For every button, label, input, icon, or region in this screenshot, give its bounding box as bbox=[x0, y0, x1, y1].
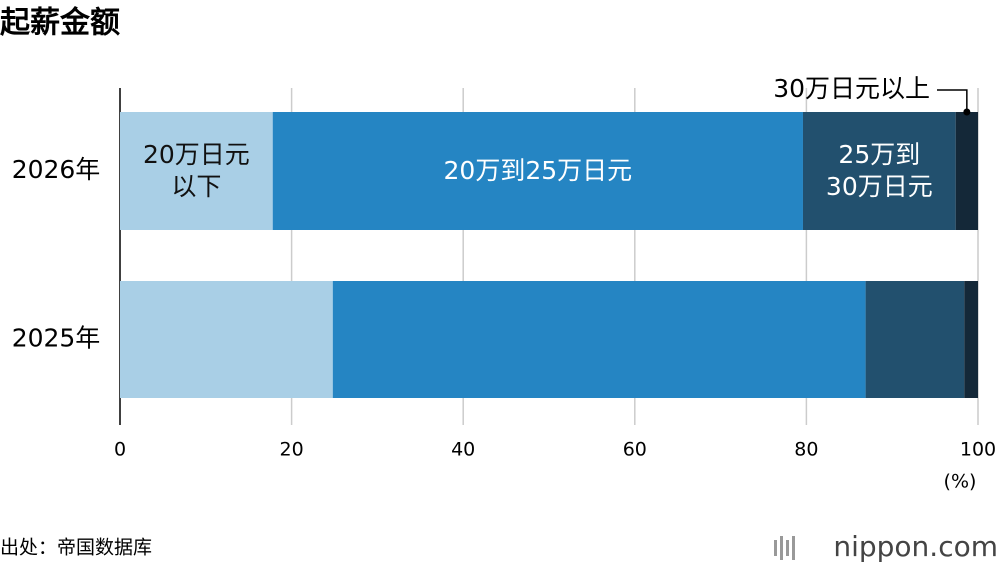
y-tick-label: 2025年 bbox=[12, 324, 101, 353]
segment-label: 25万到 30万日元 bbox=[825, 140, 933, 201]
x-tick-label: 0 bbox=[114, 439, 126, 461]
x-tick-label: 20 bbox=[280, 439, 304, 461]
x-unit: (%) bbox=[944, 471, 977, 493]
x-tick-label: 100 bbox=[960, 439, 996, 461]
bar-segment bbox=[272, 112, 803, 230]
bar-segment bbox=[802, 112, 956, 230]
segment-label: 20万到25万日元 bbox=[443, 156, 633, 185]
logo-bars bbox=[774, 536, 795, 560]
bar-segment bbox=[955, 112, 978, 230]
chart-title: 起薪金额 bbox=[0, 6, 120, 41]
source: 出处：帝国数据库 bbox=[0, 537, 152, 559]
leader-line bbox=[937, 89, 968, 112]
leader-dot bbox=[963, 108, 971, 116]
annotation: 30万日元以上 bbox=[773, 74, 930, 103]
bar-segment bbox=[332, 281, 866, 398]
bar-segment bbox=[964, 281, 978, 398]
brand: nippon.com bbox=[833, 530, 998, 563]
segment-label: 20万日元 以下 bbox=[142, 140, 250, 201]
bar-segment bbox=[120, 112, 273, 230]
x-tick-label: 80 bbox=[794, 439, 818, 461]
x-tick-label: 60 bbox=[623, 439, 647, 461]
bar-segment bbox=[865, 281, 965, 398]
x-tick-label: 40 bbox=[451, 439, 475, 461]
bar-segment bbox=[120, 281, 333, 398]
y-tick-label: 2026年 bbox=[12, 155, 101, 184]
